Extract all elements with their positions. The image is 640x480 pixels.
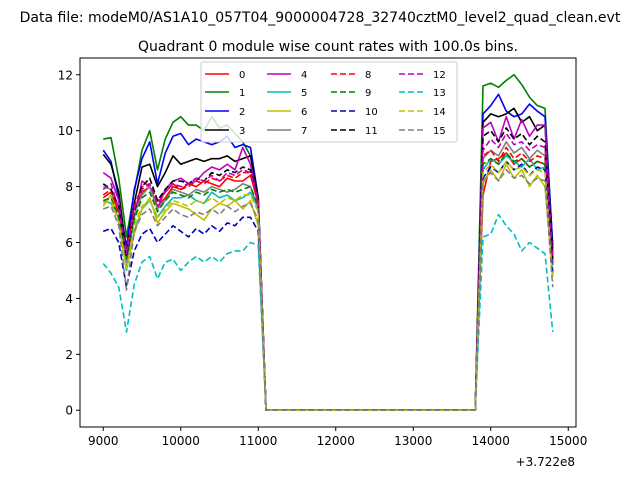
legend-label-13: 13 <box>433 88 446 99</box>
x-tick-label: 10000 <box>162 434 200 448</box>
x-tick-label: 11000 <box>239 434 277 448</box>
series-line-10 <box>102 160 554 412</box>
series-line-15 <box>102 169 554 412</box>
legend-frame <box>200 61 458 143</box>
series-layer <box>102 73 554 412</box>
legend-label-4: 4 <box>301 70 307 81</box>
legend-label-12: 12 <box>433 70 446 81</box>
y-tick-label: 0 <box>65 404 73 418</box>
legend-label-11: 11 <box>365 126 378 137</box>
y-tick-label: 6 <box>65 236 73 250</box>
legend-label-0: 0 <box>239 70 245 81</box>
legend-label-5: 5 <box>301 88 307 99</box>
legend-label-14: 14 <box>433 107 446 118</box>
y-tick-label: 2 <box>65 348 73 362</box>
x-tick-label: 13000 <box>394 434 432 448</box>
legend-label-3: 3 <box>239 126 245 137</box>
legend-label-1: 1 <box>239 88 245 99</box>
legend-label-7: 7 <box>301 126 307 137</box>
x-tick-label: 9000 <box>88 434 119 448</box>
legend-label-2: 2 <box>239 107 245 118</box>
legend-label-6: 6 <box>301 107 307 118</box>
y-tick-label: 4 <box>65 292 73 306</box>
series-line-14 <box>102 160 554 412</box>
plot-area <box>102 73 554 412</box>
legend-label-10: 10 <box>365 107 378 118</box>
file-title: Data file: modeM0/AS1A10_057T04_90000047… <box>20 10 621 26</box>
legend-label-15: 15 <box>433 126 446 137</box>
x-tick-label: 14000 <box>472 434 510 448</box>
legend-label-9: 9 <box>365 88 371 99</box>
y-tick-label: 10 <box>58 124 73 138</box>
x-tick-label: 12000 <box>317 434 355 448</box>
y-tick-label: 12 <box>58 68 73 82</box>
y-axis: 0 2 4 6 8 10 12 <box>58 68 80 418</box>
x-tick-label: 15000 <box>549 434 587 448</box>
legend-label-8: 8 <box>365 70 371 81</box>
x-axis: 9000 10000 11000 12000 13000 14000 15000 <box>88 427 587 448</box>
x-offset-label: +3.722e8 <box>516 455 575 469</box>
chart-title: Quadrant 0 module wise count rates with … <box>138 39 518 55</box>
y-tick-label: 8 <box>65 180 73 194</box>
